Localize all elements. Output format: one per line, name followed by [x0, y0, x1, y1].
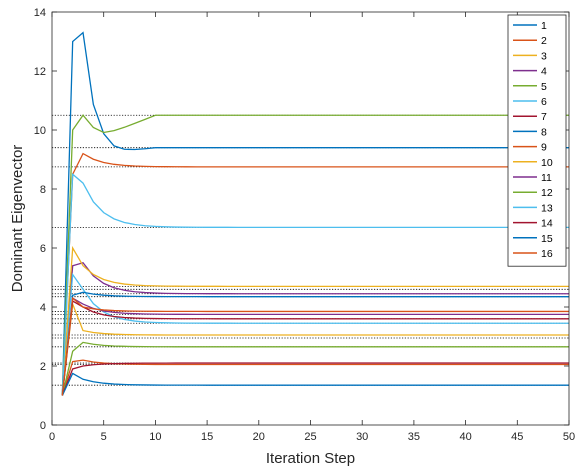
series-line-2	[61, 359, 569, 396]
legend-label-3: 3	[541, 50, 547, 62]
legend-label-14: 14	[541, 218, 553, 230]
y-tick-label: 10	[34, 125, 46, 137]
y-tick-label: 4	[40, 302, 46, 314]
x-tick-label: 35	[408, 431, 420, 443]
series-line-1	[61, 31, 569, 396]
plot-background	[52, 12, 569, 425]
x-tick-label: 15	[201, 431, 213, 443]
legend-label-7: 7	[541, 111, 547, 123]
x-axis-label: Iteration Step	[266, 450, 355, 467]
legend-label-13: 13	[541, 202, 553, 214]
legend-label-12: 12	[541, 187, 553, 199]
x-tick-label: 30	[356, 431, 368, 443]
legend-label-9: 9	[541, 142, 547, 154]
legend-label-15: 15	[541, 233, 553, 245]
series-line-10	[61, 245, 569, 396]
y-tick-label: 8	[40, 184, 46, 196]
legend-label-5: 5	[541, 81, 547, 93]
legend-label-1: 1	[541, 20, 547, 32]
series-line-7	[61, 362, 569, 396]
legend-box	[507, 14, 567, 267]
y-tick-label: 6	[40, 243, 46, 255]
legend-label-16: 16	[541, 248, 553, 260]
series-lines	[61, 31, 569, 396]
series-line-8	[61, 291, 569, 396]
y-tick-label: 2	[40, 361, 46, 373]
legend-label-10: 10	[541, 157, 553, 169]
x-tick-label: 5	[101, 431, 107, 443]
x-tick-label: 20	[253, 431, 265, 443]
y-tick-label: 12	[34, 66, 46, 78]
y-tick-label: 14	[34, 7, 46, 19]
x-tick-label: 0	[49, 431, 55, 443]
series-line-3	[61, 303, 569, 396]
series-line-15	[61, 372, 569, 396]
legend-label-4: 4	[541, 66, 547, 78]
y-tick-label: 0	[40, 420, 46, 432]
series-line-16	[61, 296, 569, 396]
x-tick-label: 40	[459, 431, 471, 443]
series-line-14	[61, 300, 569, 396]
series-line-4	[61, 262, 569, 396]
x-tick-label: 25	[304, 431, 316, 443]
x-tick-label: 45	[511, 431, 523, 443]
series-line-5	[61, 341, 569, 396]
series-line-11	[61, 297, 569, 396]
series-line-6	[61, 272, 569, 396]
legend-label-8: 8	[541, 126, 547, 138]
series-line-9	[61, 152, 569, 396]
series-line-13	[61, 172, 569, 396]
legend-label-6: 6	[541, 96, 547, 108]
x-axis-ticks: 0 5 10 15 20 25 30 35 40 45 50	[49, 12, 575, 443]
series-line-12	[61, 114, 569, 396]
legend-label-2: 2	[541, 35, 547, 47]
legend-label-11: 11	[541, 172, 552, 184]
x-tick-label: 10	[149, 431, 161, 443]
y-axis-label: Dominant Eigenvector	[9, 145, 26, 293]
x-tick-label: 50	[563, 431, 575, 443]
